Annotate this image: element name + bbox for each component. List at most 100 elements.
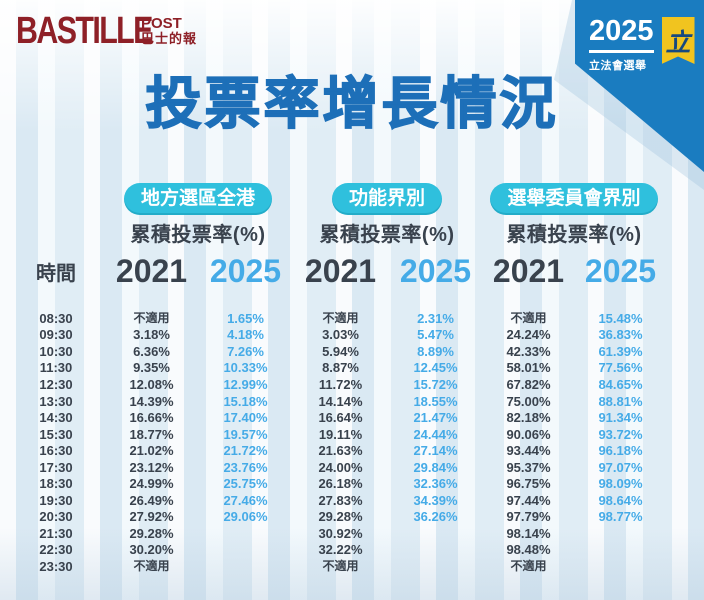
rate-cell-2021: 5.94% (322, 343, 359, 359)
rate-cell-2021: 24.00% (318, 459, 363, 475)
rate-cell-2025: 21.72% (223, 443, 268, 459)
rate-cell-2025: 34.39% (413, 492, 458, 508)
rate-cell-2025: 4.18% (227, 327, 264, 343)
rate-cell-2025: 15.72% (413, 376, 458, 392)
rate-cell-2025: 32.36% (413, 476, 458, 492)
time-cell: 13:30 (39, 393, 73, 409)
rate-cell-2021: 3.18% (133, 327, 170, 343)
rate-cell-2021: 21.63% (318, 443, 363, 459)
rate-cell-2021: 30.92% (318, 525, 363, 541)
rate-cell-2021: 16.64% (318, 410, 363, 426)
rate-cell-2021: 9.35% (133, 360, 170, 376)
rate-cell-2025: 17.40% (223, 410, 268, 426)
rate-cell-2021: 32.22% (318, 542, 363, 558)
badge-caption: 立法會選舉 (589, 60, 647, 72)
rate-cell-2021: 98.14% (506, 525, 551, 541)
rate-cell-2025: 15.48% (598, 310, 643, 326)
rate-cell-2021: 96.75% (506, 476, 551, 492)
year-header-2025-3: 2025 (584, 252, 657, 289)
rate-cell-2021: 不適用 (322, 311, 359, 326)
rate-cell-2021: 11.72% (318, 376, 363, 392)
rate-cell-2021: 42.33% (506, 343, 551, 359)
rate-cell-2021: 95.37% (506, 459, 551, 475)
time-cell: 20:30 (39, 509, 73, 525)
rate-cell-2025: 98.64% (598, 492, 643, 508)
legco-flag-icon: 立 (661, 17, 695, 64)
rate-cell-2025: 96.18% (598, 443, 643, 459)
rate-cell-2025: 18.55% (413, 393, 458, 409)
logo-sub-stack: POST 巴士的報 (141, 15, 198, 46)
rate-cell-2025: 36.83% (598, 327, 643, 343)
time-cell: 10:30 (39, 343, 73, 359)
logo-post-label: POST (141, 15, 182, 32)
rate-cell-2025: 29.06% (223, 509, 268, 525)
rate-cell-2021: 16.66% (129, 410, 174, 426)
rate-cell-2021: 6.36% (133, 343, 170, 359)
rate-cell-2021: 14.39% (129, 393, 174, 409)
election-badge-content: 2025 立法會選舉 立 (589, 17, 695, 73)
rate-cell-2021: 18.77% (129, 426, 174, 442)
rate-cell-2025: 24.44% (413, 426, 458, 442)
rate-cell-2025: 27.14% (413, 443, 458, 459)
year-header-2021-1: 2021 (115, 252, 188, 289)
rate-cell-2021: 8.87% (322, 360, 359, 376)
time-column-header: 時間 (36, 262, 76, 285)
rate-cell-2025: 29.84% (413, 459, 458, 475)
rate-cell-2021: 27.83% (318, 492, 363, 508)
section-pill-3: 選舉委員會界別 (490, 183, 658, 215)
rate-cell-2025: 93.72% (598, 426, 643, 442)
rate-cell-2025: 98.77% (598, 509, 643, 525)
rate-cell-2021: 26.18% (318, 476, 363, 492)
election-2025-badge: 2025 立法會選舉 立 (575, 0, 704, 172)
year-header-2021-2: 2021 (304, 252, 377, 289)
rate-cell-2021: 24.99% (129, 476, 174, 492)
section-sublabel-3: 累積投票率(%) (506, 223, 642, 246)
rate-cell-2025: 27.46% (223, 492, 268, 508)
section-sublabel-2: 累積投票率(%) (319, 223, 455, 246)
rate-cell-2025: 61.39% (598, 343, 643, 359)
rate-cell-2025: 12.99% (223, 376, 268, 392)
time-cell: 17:30 (39, 459, 73, 475)
rate-cell-2021: 23.12% (129, 459, 174, 475)
year-header-2025-2: 2025 (399, 252, 472, 289)
rate-cell-2025: 91.34% (598, 410, 643, 426)
rate-cell-2025: 10.33% (223, 360, 268, 376)
rate-cell-2021: 27.92% (129, 509, 174, 525)
year-header-2025-1: 2025 (209, 252, 282, 289)
rate-cell-2021: 12.08% (129, 376, 174, 392)
time-cell: 18:30 (39, 476, 73, 492)
rate-cell-2025: 77.56% (598, 360, 643, 376)
rate-cell-2025: 23.76% (223, 459, 268, 475)
page-title: 投票率增長情況 (145, 71, 559, 135)
rate-cell-2025: 7.26% (227, 343, 264, 359)
rate-cell-2021: 97.44% (506, 492, 551, 508)
rate-cell-2021: 不適用 (510, 559, 547, 574)
rate-cell-2021: 93.44% (506, 443, 551, 459)
rate-cell-2021: 14.14% (318, 393, 363, 409)
rate-cell-2021: 不適用 (133, 559, 170, 574)
rate-cell-2021: 21.02% (129, 443, 174, 459)
year-header-2021-3: 2021 (492, 252, 565, 289)
rate-cell-2021: 75.00% (506, 393, 551, 409)
time-cell: 21:30 (39, 525, 73, 541)
badge-year: 2025 (589, 17, 654, 53)
rate-cell-2021: 67.82% (506, 376, 551, 392)
rate-cell-2021: 3.03% (322, 327, 359, 343)
rate-cell-2021: 30.20% (129, 542, 174, 558)
turnout-table: 地方選區全港 累積投票率(%) 2021 2025 功能界別 累積投票率(%) 2021 20… (8, 182, 666, 575)
time-cell: 14:30 (39, 410, 73, 426)
rate-cell-2021: 90.06% (506, 426, 551, 442)
rate-cell-2025: 21.47% (413, 410, 458, 426)
time-cell: 11:30 (39, 360, 73, 376)
rate-cell-2021: 24.24% (506, 327, 551, 343)
rate-cell-2025: 19.57% (223, 426, 268, 442)
time-cell: 19:30 (39, 492, 73, 508)
rate-cell-2021: 58.01% (506, 360, 551, 376)
rate-cell-2021: 不適用 (322, 559, 359, 574)
election-badge-text: 2025 立法會選舉 (589, 17, 654, 73)
rate-cell-2021: 29.28% (129, 525, 174, 541)
section-pill-1: 地方選區全港 (123, 183, 272, 215)
logo-chinese-name: 巴士的報 (141, 31, 198, 46)
time-cell: 12:30 (39, 376, 73, 392)
rate-cell-2025: 15.18% (223, 393, 268, 409)
